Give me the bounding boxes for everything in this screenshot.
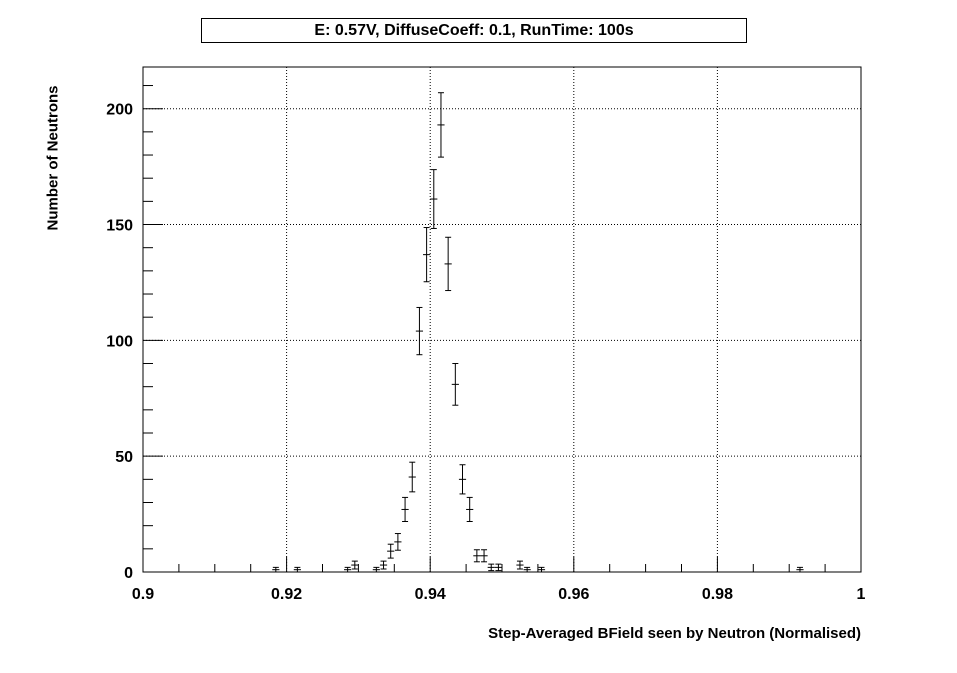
x-tick-label: 0.96 <box>558 586 589 603</box>
y-tick-label: 0 <box>124 565 133 582</box>
data-point <box>430 169 438 229</box>
data-point <box>466 496 474 522</box>
data-point <box>796 566 804 573</box>
data-point <box>423 227 431 283</box>
x-tick-label: 1 <box>857 586 866 603</box>
data-point <box>487 563 495 572</box>
grid-lines <box>143 67 861 572</box>
x-axis-label: Step-Averaged BField seen by Neutron (No… <box>488 625 861 642</box>
axis-ticks <box>142 85 862 573</box>
data-point <box>523 566 531 573</box>
data-point <box>537 566 546 573</box>
data-point <box>458 464 467 495</box>
data-point <box>516 560 524 570</box>
y-tick-label: 150 <box>106 218 133 235</box>
plot-frame <box>142 66 862 573</box>
data-points <box>272 92 804 573</box>
data-point <box>379 560 388 570</box>
data-point <box>408 461 416 493</box>
data-point <box>394 533 402 551</box>
data-point <box>480 549 488 563</box>
data-point <box>372 566 380 573</box>
x-tick-label: 0.98 <box>702 586 733 603</box>
data-point <box>272 566 280 573</box>
y-tick-label: 200 <box>106 102 133 119</box>
x-tick-label: 0.92 <box>271 586 302 603</box>
data-point <box>401 496 409 522</box>
data-point <box>415 306 424 356</box>
chart-title: E: 0.57V, DiffuseCoeff: 0.1, RunTime: 10… <box>201 18 747 43</box>
data-point <box>344 566 352 573</box>
data-point <box>473 549 481 563</box>
x-tick-label: 0.94 <box>415 586 446 603</box>
y-tick-label: 100 <box>106 333 133 350</box>
data-point <box>293 566 301 573</box>
y-tick-label: 50 <box>115 449 133 466</box>
data-point <box>451 363 459 406</box>
data-point <box>444 236 452 292</box>
x-tick-label: 0.9 <box>132 586 154 603</box>
data-point <box>387 543 395 559</box>
data-point <box>351 560 359 570</box>
y-axis-label: Number of Neutrons <box>44 85 62 231</box>
data-point <box>494 563 502 572</box>
tick-labels: 0.9 0.92 0.94 0.96 0.98 1 0 50 100 150 200 <box>106 102 865 603</box>
data-point <box>437 92 445 158</box>
